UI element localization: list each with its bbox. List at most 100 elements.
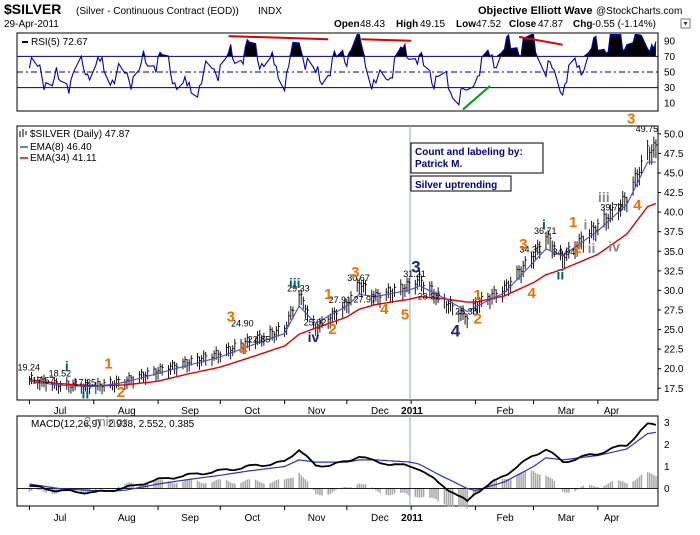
price-bar [506,279,509,292]
price-bar [421,275,424,292]
price-annotation: 28.32 [418,292,441,302]
price-bar [97,377,100,391]
price-bar [535,244,538,260]
price-tick-label: 17.5 [664,384,684,395]
macd-histogram-bar [609,482,612,489]
macd-histogram-bar [595,486,597,489]
price-bar [408,277,411,295]
price-bar [464,312,467,325]
macd-histogram-bar [167,481,170,489]
macd-histogram-bar [580,486,583,489]
info-box-trend: Silver uptrending [410,175,512,192]
macd-histogram-bar [356,484,359,489]
macd-histogram-bar [304,479,307,489]
macd-histogram-bar [182,481,184,489]
macd-histogram-bar [225,480,228,489]
price-bar [564,252,567,270]
macd-histogram-bar [476,488,479,493]
macd-histogram-bar [379,488,381,494]
x-tick-label: Jul [54,406,67,417]
x-tick-label: 2011 [401,406,423,417]
legend-ema8: EMA(8) 46.40 [30,142,92,153]
price-bar [244,337,247,351]
macd-histogram-bar [124,483,126,489]
scroll-arrow-icon[interactable] [680,18,691,29]
macd-overlay-text: 2 minor [84,414,128,429]
price-bar [116,375,119,389]
chart-date: 29-Apr-2011 [4,19,59,30]
rsi-tick-label: 70 [664,52,676,63]
macd-histogram-bar [229,482,232,489]
macd-histogram-bar [244,480,246,489]
price-bar [431,281,434,298]
wave-label: i [583,216,587,232]
wave-label: ii [588,240,596,256]
price-bar [651,144,654,165]
x-tick-label: Aug [118,406,136,417]
macd-histogram-bar [232,483,234,489]
macd-histogram-bar [566,488,568,493]
macd-label-prefix: MACD(12,26,9) [31,419,100,430]
macd-histogram-bar [300,475,302,489]
wave-label: 4 [527,285,536,302]
price-bar [373,290,376,306]
price-annotation: 27.97 [354,294,377,304]
ema8-line [29,161,656,388]
price-bar [580,231,583,250]
macd-histogram-bar [331,488,334,493]
macd-histogram-bar [30,488,33,491]
macd-histogram-bar [653,475,655,489]
price-bar [533,251,536,269]
macd-histogram-bar [333,488,336,491]
price-annotation: 34.04 [553,247,576,257]
macd-histogram-bar [200,482,203,489]
macd-histogram-bar [503,478,506,489]
price-tick-label: 50.0 [664,129,684,140]
price-panel: 50.0 47.5 45.0 42.5 40.0 37.5 35.0 32.5 30.0 27.5… [16,111,684,401]
price-annotation: 25.02 [304,317,327,327]
price-bar [620,199,623,217]
price-bar [653,136,656,158]
price-bar [263,332,266,346]
macd-histogram-bar [161,480,164,489]
macd-histogram-bar [240,482,242,489]
macd-histogram-bar [184,480,186,489]
macd-histogram-bar [171,483,174,489]
macd-histogram-bar [431,488,433,498]
macd-histogram-bar [256,480,259,489]
price-frame [16,125,659,401]
macd-histogram-bar [350,487,352,489]
macd-histogram-bar [186,479,188,489]
price-bar [275,326,278,341]
macd-histogram-bar [341,487,344,489]
wave-label: 2 [474,310,482,327]
macd-histogram-bar [539,474,541,489]
macd-histogram-bar [443,488,446,505]
macd-histogram-bar [636,478,639,489]
wave-label: 3 [227,309,235,326]
macd-histogram-bar [510,478,512,489]
price-bar [655,139,658,159]
macd-histogram-bar [312,488,315,491]
macd-histogram-bar [646,472,649,489]
macd-histogram-bar [619,480,622,489]
price-bar [277,322,280,337]
price-bar [182,358,185,370]
price-bar [174,361,177,375]
wave-label: 1 [324,286,332,303]
macd-histogram-bar [362,484,365,489]
info-box-trend-text: Silver uptrending [415,180,497,191]
macd-histogram-bar [408,488,410,496]
macd-histogram-bar [138,483,141,489]
price-bar [634,167,637,188]
price-bar [495,289,498,303]
macd-histogram-bar [263,483,265,489]
x-tick-label: Feb [496,513,514,524]
price-tick-label: 40.0 [664,208,684,219]
macd-histogram-bar [269,483,271,489]
macd-histogram-bar [605,485,607,489]
price-bar [232,345,235,357]
macd-histogram-bar [624,482,626,489]
price-bar [638,166,641,186]
